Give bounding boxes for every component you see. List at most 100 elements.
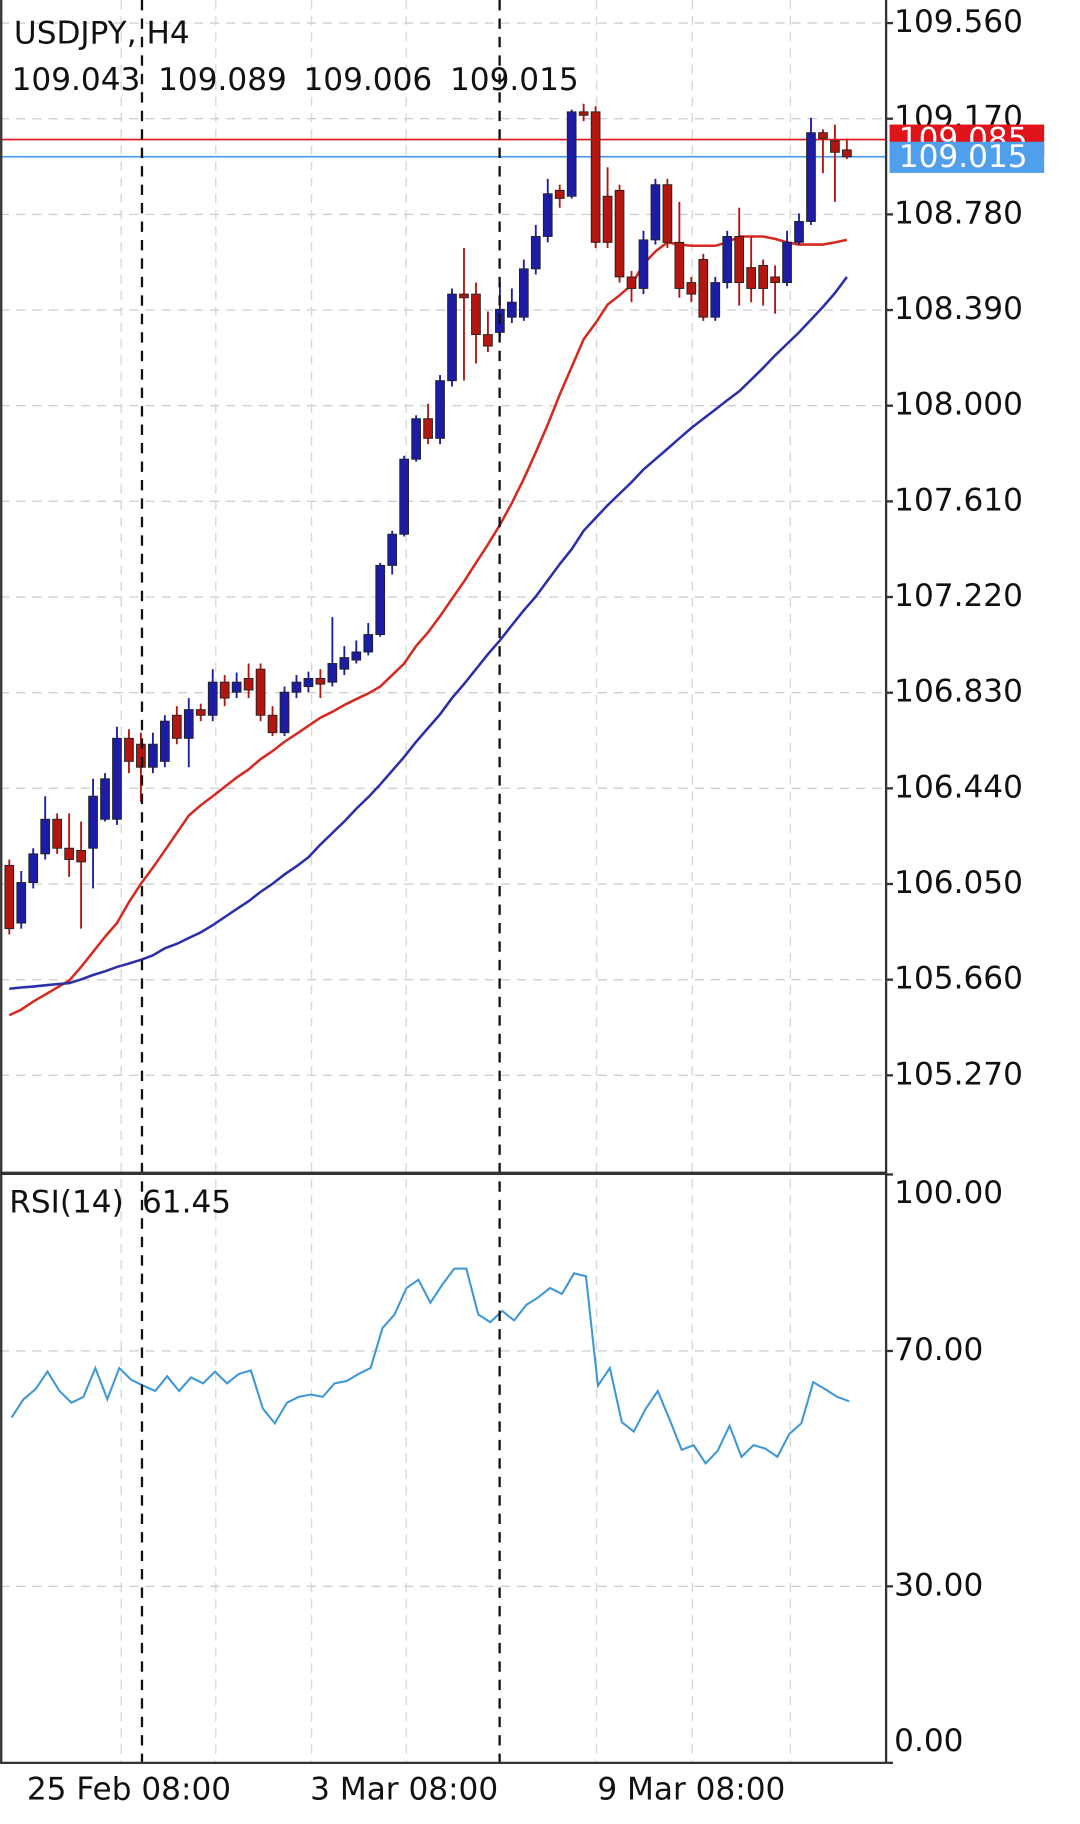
candle-body: [578, 111, 589, 116]
ohlc-high: 109.089: [158, 62, 287, 98]
rsi-value: 61.45: [142, 1184, 231, 1220]
y-tick-label: 108.390: [894, 291, 1023, 327]
candle-body: [566, 111, 577, 197]
y-tick-label: 105.270: [894, 1056, 1023, 1092]
candle-body: [435, 380, 445, 439]
y-tick-label: 106.830: [894, 674, 1023, 710]
ohlc-close: 109.015: [450, 62, 579, 98]
candle-body: [28, 853, 39, 884]
candle-body: [459, 293, 469, 299]
candle-body: [219, 681, 230, 699]
candle-body: [112, 737, 122, 820]
candle-body: [315, 678, 326, 685]
y-tick-label: 107.220: [894, 578, 1023, 614]
separators: [140, 0, 501, 1763]
candle-body: [674, 241, 685, 289]
candle-body: [698, 259, 709, 318]
price-label: 109.015: [899, 139, 1028, 175]
labels: 109.560109.170108.780108.390108.000107.6…: [27, 4, 1045, 1808]
candle-body: [722, 235, 733, 284]
candle-body: [423, 418, 433, 439]
moving-average: [8, 235, 848, 1017]
candle-body: [171, 714, 182, 739]
candle-body: [363, 634, 374, 653]
y-tick-label: 105.660: [894, 961, 1023, 997]
candle-body: [542, 193, 553, 237]
candle-body: [483, 334, 493, 347]
y-tick-label: 108.780: [894, 195, 1023, 231]
candle-body: [351, 651, 362, 661]
candle-body: [614, 189, 625, 278]
candle-body: [148, 743, 158, 768]
candle-body: [842, 149, 852, 158]
vertical-grid: [120, 0, 792, 1763]
y-tick-label: 30.00: [894, 1567, 983, 1603]
candle-body: [76, 849, 86, 863]
candle-body: [806, 132, 816, 222]
x-tick-label: 9 Mar 08:00: [597, 1772, 785, 1808]
candle-body: [554, 189, 565, 199]
symbol-title: USDJPY, H4: [14, 16, 190, 52]
candle-body: [327, 663, 338, 683]
ohlc-open: 109.043: [12, 62, 141, 98]
plot-layer: [0, 22, 887, 1588]
candle-body: [267, 714, 278, 734]
candle-body: [4, 864, 15, 930]
candle-body: [686, 282, 697, 295]
candle-body: [626, 276, 637, 289]
candle-body: [375, 564, 386, 636]
y-tick-label: 109.560: [894, 4, 1023, 40]
candle-body: [124, 737, 134, 762]
moving-average: [9, 276, 848, 991]
frame: [0, 0, 888, 1765]
candle-body: [243, 678, 254, 691]
y-tick-label: 0.00: [894, 1723, 963, 1759]
y-tick-label: 106.050: [894, 865, 1023, 901]
candle-body: [710, 282, 721, 318]
candle-body: [507, 301, 517, 318]
candle-body: [183, 709, 194, 739]
candle-body: [303, 678, 314, 688]
candle-body: [339, 657, 350, 670]
candle-body: [231, 681, 242, 693]
candle-body: [88, 795, 98, 849]
candle-body: [518, 268, 529, 318]
y-tick-label: 106.440: [894, 769, 1023, 805]
candle-body: [64, 847, 74, 860]
candle-body: [830, 140, 840, 153]
candle-body: [758, 264, 768, 289]
candle-body: [530, 235, 541, 270]
candle-body: [650, 184, 661, 241]
ohlc-low: 109.006: [303, 62, 432, 98]
candle-body: [291, 681, 302, 693]
x-tick-label: 3 Mar 08:00: [310, 1772, 498, 1808]
candle-body: [52, 818, 63, 849]
y-tick-label: 70.00: [894, 1332, 983, 1368]
candle-body: [447, 293, 457, 382]
x-tick-label: 25 Feb 08:00: [27, 1772, 231, 1808]
candle-body: [279, 691, 290, 734]
y-tick-label: 107.610: [894, 482, 1023, 518]
candle-body: [100, 778, 110, 820]
candle-body: [195, 709, 206, 716]
candle-body: [160, 720, 170, 762]
candle-body: [16, 882, 27, 924]
candle-body: [746, 267, 757, 289]
candle-body: [770, 276, 780, 284]
candle-body: [734, 235, 745, 284]
candle-body: [782, 241, 792, 284]
candle-body: [207, 681, 218, 716]
candle-body: [590, 111, 601, 243]
candle-body: [638, 239, 649, 289]
candle-body: [255, 668, 266, 716]
candle-body: [399, 458, 410, 535]
rsi-line: [10, 1267, 850, 1466]
y-tick-label: 100.00: [894, 1175, 1003, 1211]
candle-body: [818, 132, 828, 139]
candle-body: [471, 293, 481, 336]
candle-body: [602, 195, 613, 243]
candle-body: [794, 221, 804, 243]
candle-body: [662, 184, 673, 243]
